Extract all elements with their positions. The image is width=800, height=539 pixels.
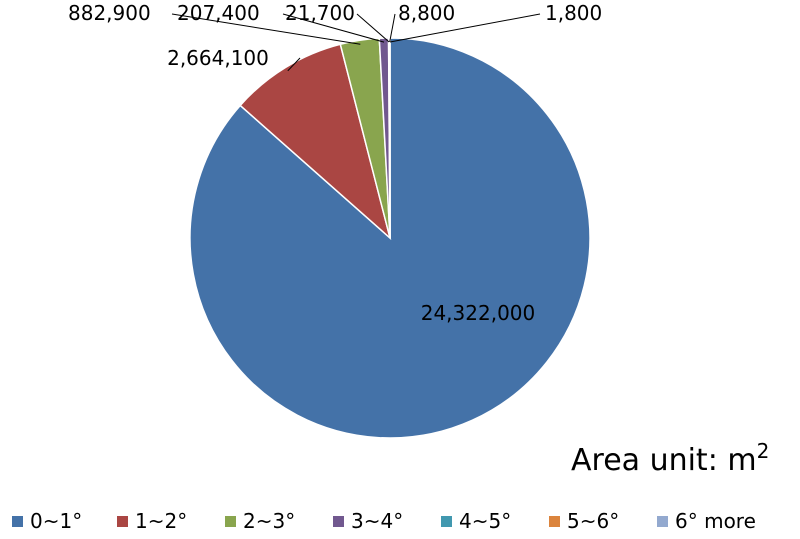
leader-line-3-4 xyxy=(282,13,385,43)
legend-swatch-4-5 xyxy=(441,516,452,527)
data-label-5-6: 8,800 xyxy=(398,1,455,25)
unit-superscript: 2 xyxy=(757,439,770,463)
data-label-0-1: 24,322,000 xyxy=(421,301,536,325)
legend: 0~1° 1~2° 2~3° 3~4° 4~5° 5~6° 6° more xyxy=(12,509,756,533)
legend-label-6-more: 6° more xyxy=(675,509,756,533)
legend-swatch-6-more xyxy=(657,516,668,527)
legend-swatch-3-4 xyxy=(333,516,344,527)
legend-swatch-5-6 xyxy=(549,516,560,527)
legend-swatch-2-3 xyxy=(225,516,236,527)
legend-label-4-5: 4~5° xyxy=(459,509,511,533)
legend-swatch-0-1 xyxy=(12,516,23,527)
data-label-6-more: 1,800 xyxy=(545,1,602,25)
legend-label-2-3: 2~3° xyxy=(243,509,295,533)
area-unit-annotation: Area unit: m2 xyxy=(571,439,769,478)
legend-swatch-1-2 xyxy=(117,516,128,527)
data-label-4-5: 21,700 xyxy=(285,1,355,25)
legend-label-5-6: 5~6° xyxy=(567,509,619,533)
leader-lines xyxy=(171,13,541,72)
leader-line-2-3 xyxy=(171,13,361,45)
data-label-3-4: 207,400 xyxy=(177,1,260,25)
legend-label-3-4: 3~4° xyxy=(351,509,403,533)
leader-line-6-more xyxy=(389,13,541,43)
data-label-1-2: 2,664,100 xyxy=(167,46,269,70)
legend-label-1-2: 1~2° xyxy=(135,509,187,533)
leader-line-1-2 xyxy=(287,57,301,72)
leader-line-5-6 xyxy=(389,13,396,43)
legend-label-0-1: 0~1° xyxy=(30,509,82,533)
data-labels: 24,322,000 2,664,100 882,900 207,400 21,700 8… xyxy=(68,1,602,325)
leader-line-4-5 xyxy=(356,13,390,43)
pie-slices xyxy=(189,37,591,439)
data-label-2-3: 882,900 xyxy=(68,1,151,25)
